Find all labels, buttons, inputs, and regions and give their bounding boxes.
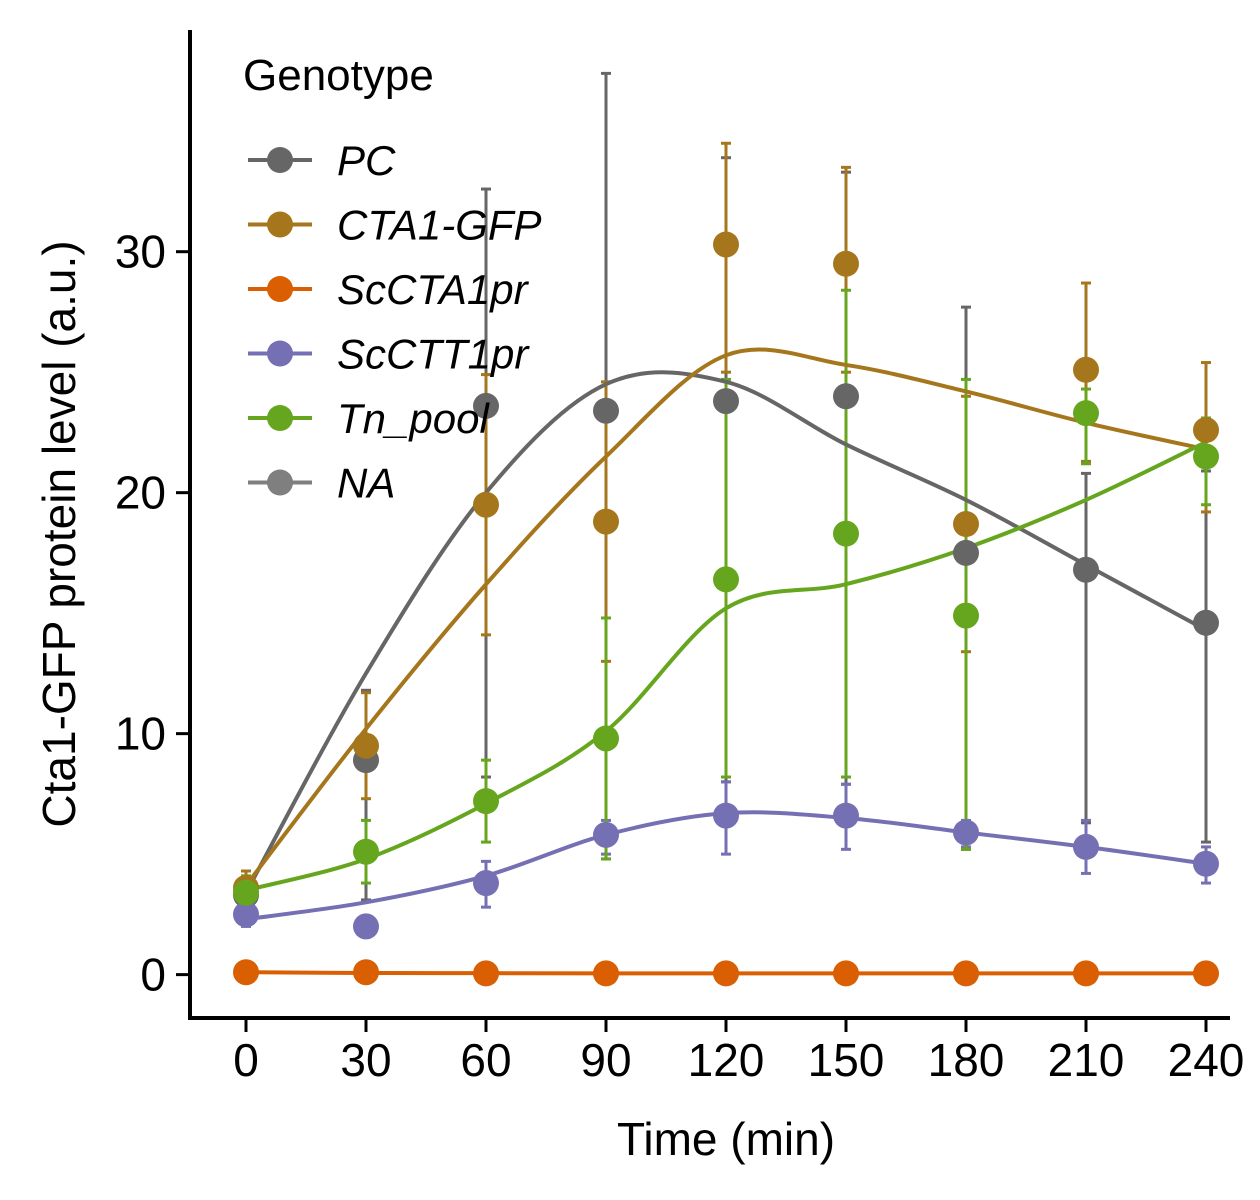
- data-point-tn-pool: [1073, 400, 1099, 427]
- series-line-tn-pool: [244, 440, 1208, 893]
- x-tick-label: 90: [580, 1034, 631, 1086]
- data-point-tn-pool: [593, 725, 619, 752]
- x-tick-label: 120: [688, 1034, 765, 1086]
- points-group: [233, 231, 1219, 987]
- data-point-pc: [1193, 609, 1219, 636]
- axes-group: 0 30 60 90 120 150 180 210 240 0 10 20 30 Time (min) C…: [33, 30, 1244, 1165]
- legend-key-point-scctt1pr: [267, 340, 293, 367]
- data-point-pc: [953, 539, 979, 566]
- x-tick-label: 240: [1168, 1034, 1245, 1086]
- legend-label-na: NA: [337, 460, 395, 507]
- data-point-sccta1pr: [353, 959, 379, 986]
- data-point-cta1-gfp: [593, 508, 619, 535]
- data-point-tn-pool: [233, 879, 259, 906]
- y-axis-title: Cta1-GFP protein level (a.u.): [33, 240, 85, 827]
- data-point-scctt1pr: [1073, 833, 1099, 860]
- data-point-cta1-gfp: [353, 732, 379, 759]
- x-tick-label: 30: [340, 1034, 391, 1086]
- data-point-scctt1pr: [833, 802, 859, 829]
- data-point-sccta1pr: [833, 960, 859, 987]
- legend-key-point-tn-pool: [267, 405, 293, 431]
- data-point-sccta1pr: [593, 960, 619, 987]
- legend-key-point-pc: [267, 147, 293, 173]
- data-point-scctt1pr: [233, 901, 259, 928]
- y-tick-label: 0: [140, 949, 166, 1001]
- data-point-scctt1pr: [953, 819, 979, 846]
- legend-label-tn-pool: Tn_pool: [337, 395, 490, 442]
- legend-label-cta1-gfp: CTA1-GFP: [337, 202, 542, 249]
- series-line-cta1-gfp: [244, 347, 1208, 888]
- x-tick-label: 210: [1048, 1034, 1125, 1086]
- x-tick-label: 60: [460, 1034, 511, 1086]
- legend-key-point-sccta1pr: [267, 276, 293, 302]
- y-tick-label: 30: [115, 226, 166, 278]
- data-point-tn-pool: [713, 566, 739, 593]
- data-point-scctt1pr: [1193, 850, 1219, 877]
- legend-title: Genotype: [243, 51, 434, 100]
- legend-label-scctt1pr: ScCTT1pr: [337, 331, 530, 378]
- data-point-sccta1pr: [1073, 960, 1099, 987]
- data-point-pc: [593, 397, 619, 424]
- data-point-pc: [833, 383, 859, 410]
- data-point-pc: [1073, 556, 1099, 583]
- data-point-sccta1pr: [1193, 960, 1219, 987]
- data-point-tn-pool: [833, 520, 859, 547]
- data-point-tn-pool: [473, 788, 499, 815]
- data-point-sccta1pr: [233, 959, 259, 986]
- x-tick-label: 150: [808, 1034, 885, 1086]
- data-point-tn-pool: [1193, 443, 1219, 470]
- data-point-cta1-gfp: [1073, 356, 1099, 383]
- x-axis-title: Time (min): [617, 1113, 835, 1165]
- legend-label-pc: PC: [337, 137, 396, 184]
- legend-key-point-cta1-gfp: [267, 211, 293, 238]
- legend: Genotype PC CTA1-GFP ScCTA1pr ScCTT1pr Tn_poo…: [243, 51, 542, 507]
- data-point-scctt1pr: [473, 870, 499, 897]
- data-point-cta1-gfp: [713, 231, 739, 258]
- data-point-pc: [473, 392, 499, 419]
- legend-key-point-na: [267, 469, 293, 496]
- data-point-scctt1pr: [593, 821, 619, 848]
- data-point-cta1-gfp: [953, 511, 979, 537]
- data-point-cta1-gfp: [473, 491, 499, 518]
- x-tick-label: 180: [928, 1034, 1005, 1086]
- data-point-tn-pool: [353, 838, 379, 865]
- data-point-cta1-gfp: [833, 250, 859, 277]
- series-line-pc: [244, 370, 1208, 895]
- x-tick-label: 0: [233, 1034, 259, 1086]
- legend-label-sccta1pr: ScCTA1pr: [337, 266, 530, 313]
- data-point-tn-pool: [953, 602, 979, 629]
- data-point-sccta1pr: [713, 960, 739, 987]
- data-point-sccta1pr: [953, 960, 979, 987]
- data-point-pc: [713, 388, 739, 415]
- data-point-sccta1pr: [473, 960, 499, 987]
- data-point-scctt1pr: [353, 913, 379, 940]
- data-point-cta1-gfp: [1193, 417, 1219, 444]
- y-tick-label: 20: [115, 467, 166, 519]
- data-point-scctt1pr: [713, 802, 739, 829]
- y-tick-label: 10: [115, 708, 166, 760]
